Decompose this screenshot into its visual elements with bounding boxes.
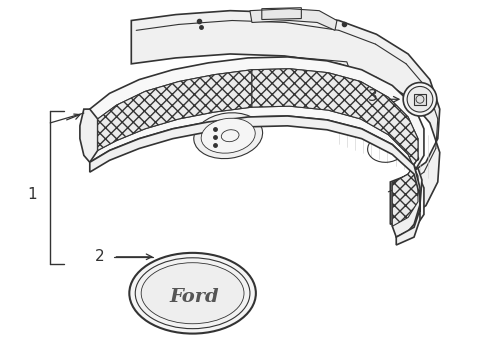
Polygon shape <box>90 57 423 237</box>
Ellipse shape <box>201 118 255 153</box>
Ellipse shape <box>193 113 262 159</box>
Polygon shape <box>98 69 417 226</box>
Text: 3: 3 <box>367 89 377 104</box>
Polygon shape <box>98 70 251 150</box>
Circle shape <box>402 82 436 116</box>
Ellipse shape <box>135 258 249 329</box>
Text: Ford: Ford <box>169 288 219 306</box>
Polygon shape <box>80 109 98 162</box>
Polygon shape <box>391 168 421 237</box>
Polygon shape <box>413 94 425 105</box>
Text: 1: 1 <box>27 187 37 202</box>
Ellipse shape <box>141 263 244 324</box>
Ellipse shape <box>129 253 255 334</box>
Polygon shape <box>251 69 417 226</box>
Polygon shape <box>90 116 419 245</box>
Text: 2: 2 <box>95 249 104 264</box>
Polygon shape <box>131 11 439 224</box>
Polygon shape <box>249 9 336 30</box>
Circle shape <box>407 86 432 112</box>
